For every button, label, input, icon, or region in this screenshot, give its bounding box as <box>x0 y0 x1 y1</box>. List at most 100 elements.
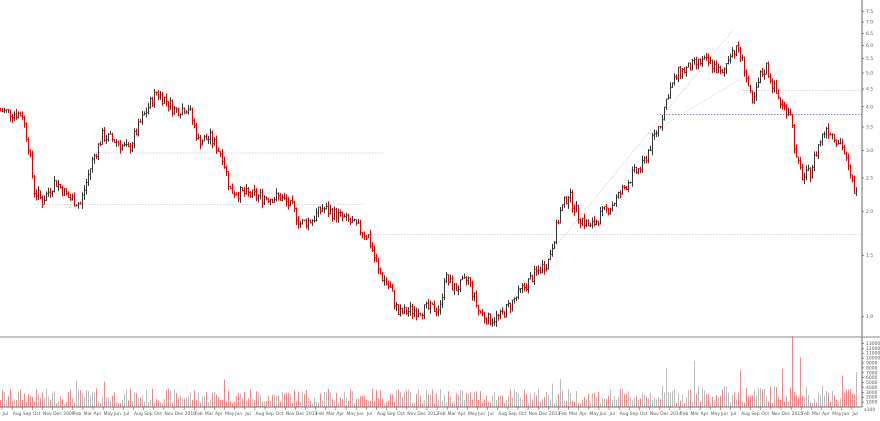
time-tick-label: 2009 <box>63 411 75 417</box>
price-bar <box>681 67 684 79</box>
time-tick-label: May <box>104 411 114 417</box>
price-bar <box>405 307 408 315</box>
price-bar <box>135 128 138 136</box>
price-bar <box>313 215 316 223</box>
price-bar <box>607 207 610 216</box>
price-bar <box>651 132 654 156</box>
price-bar <box>151 96 154 107</box>
price-bar <box>391 284 394 292</box>
price-bar <box>587 219 590 227</box>
price-bar <box>203 135 206 142</box>
price-bar <box>477 304 480 316</box>
price-bar <box>625 185 628 191</box>
price-bar <box>421 313 424 320</box>
price-bar <box>447 274 450 286</box>
time-tick-label: Feb <box>559 411 567 417</box>
price-bar <box>633 164 636 173</box>
price-bar <box>89 168 92 181</box>
time-tick-label: Feb <box>802 411 810 417</box>
price-bar <box>559 206 562 224</box>
price-bar <box>385 277 388 286</box>
price-bar <box>371 242 374 253</box>
price-bar <box>707 53 710 67</box>
time-tick-label: Oct <box>276 411 284 417</box>
chart-frame <box>0 0 880 408</box>
price-bar <box>683 66 686 74</box>
price-bar <box>805 165 808 181</box>
price-bar <box>395 302 398 311</box>
price-bar <box>629 181 632 184</box>
price-bar <box>675 74 678 80</box>
price-bar <box>527 278 530 294</box>
price-bar <box>229 185 232 190</box>
price-bar <box>197 133 200 140</box>
price-bar <box>261 188 264 209</box>
price-bar <box>71 193 74 201</box>
time-tick-label: Jul <box>609 411 615 417</box>
price-bar <box>795 144 798 158</box>
price-bar <box>147 102 150 115</box>
price-bar <box>249 191 252 198</box>
price-bar <box>753 92 756 104</box>
price-bar <box>615 194 618 207</box>
price-tick-label: 3.0 <box>866 148 873 154</box>
price-bar <box>217 147 220 153</box>
price-bar <box>799 156 802 170</box>
price-bar <box>451 275 454 291</box>
price-bar <box>205 133 208 141</box>
time-tick-label: Aug <box>255 411 264 417</box>
time-tick-label: May <box>225 411 235 417</box>
time-tick-label: Oct <box>640 411 648 417</box>
price-bar <box>69 193 72 201</box>
price-bar <box>461 275 464 281</box>
price-bar <box>473 292 476 302</box>
price-bar <box>115 138 118 148</box>
price-bar <box>381 272 384 282</box>
price-bar <box>561 204 564 211</box>
price-bar <box>297 216 300 229</box>
price-bar <box>63 188 66 197</box>
price-bar <box>319 206 322 215</box>
time-tick-label: Jul <box>851 411 857 417</box>
price-bar <box>163 96 166 104</box>
price-bar <box>715 60 718 74</box>
price-bar <box>717 63 720 74</box>
time-tick-label: Apr <box>94 411 102 417</box>
price-bar <box>487 312 490 325</box>
price-bar <box>601 206 604 217</box>
price-bar <box>85 178 88 195</box>
price-bar <box>129 142 132 154</box>
price-bar <box>797 156 800 164</box>
trend-line-1 <box>649 78 741 134</box>
price-bar <box>279 193 282 201</box>
price-bar <box>589 222 592 228</box>
volume-tick-label: 13000 <box>866 341 880 347</box>
price-bar <box>383 275 386 286</box>
price-tick-label: 5.0 <box>866 71 873 77</box>
time-tick-label: Jul <box>366 411 372 417</box>
price-bar <box>33 175 36 198</box>
price-bar <box>515 296 518 301</box>
price-bar <box>631 166 634 187</box>
price-bar <box>357 219 360 224</box>
time-tick-label: Nov <box>43 411 52 417</box>
price-bar <box>209 128 212 145</box>
time-tick-label: 2010 <box>185 411 197 417</box>
price-bar <box>83 185 86 200</box>
price-bar <box>301 219 304 225</box>
price-bar <box>191 107 194 125</box>
price-bar <box>169 96 172 110</box>
price-bar <box>523 282 526 292</box>
price-bar <box>525 283 528 292</box>
time-tick-label: Oct <box>33 411 41 417</box>
price-bar <box>155 91 158 96</box>
price-bar <box>283 192 286 201</box>
price-bar <box>565 196 568 205</box>
price-bar <box>599 207 602 225</box>
price-bar <box>551 243 554 257</box>
price-bar <box>5 109 8 113</box>
price-bar <box>583 213 586 230</box>
price-bar <box>529 272 532 280</box>
price-bar <box>749 84 752 94</box>
price-bar <box>465 276 468 286</box>
